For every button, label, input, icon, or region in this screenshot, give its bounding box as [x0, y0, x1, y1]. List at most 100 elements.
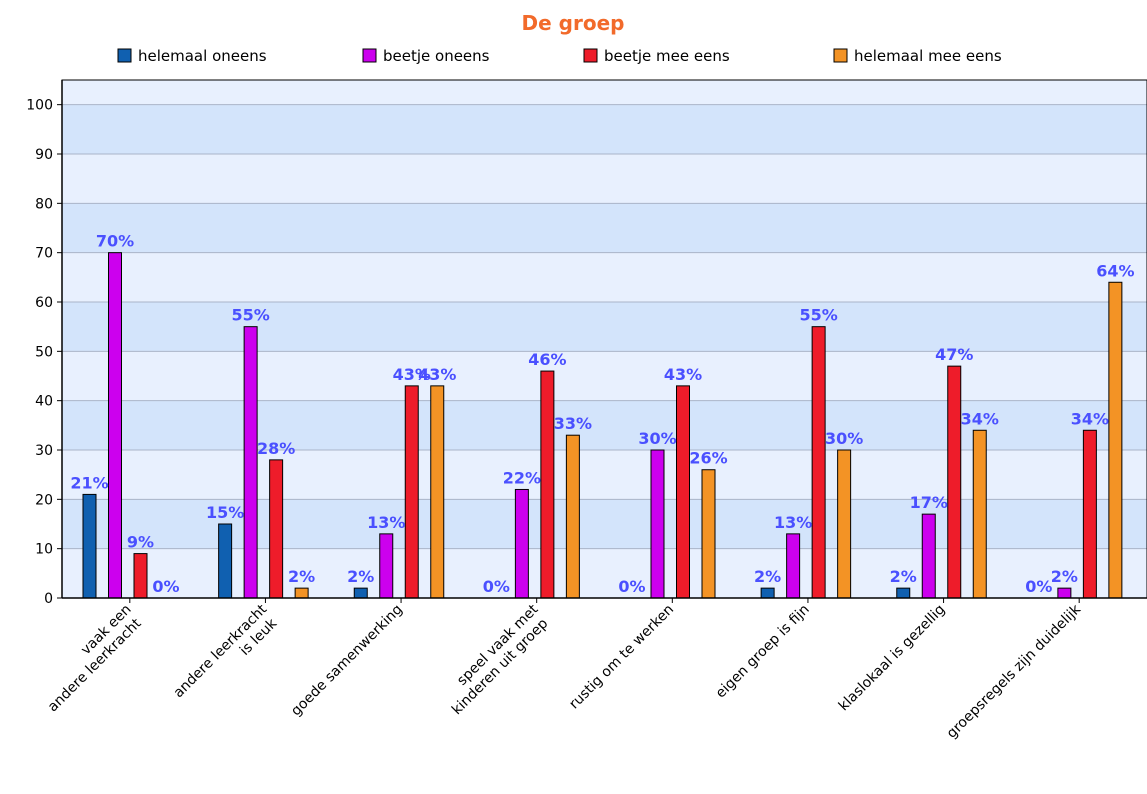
data-label: 34%: [961, 409, 999, 428]
x-tick-label-line: eigen groep is fijn: [713, 602, 813, 702]
x-tick-label-line: rustig om te werken: [566, 602, 677, 713]
legend-label: beetje mee eens: [604, 47, 730, 65]
bar: [972, 429, 987, 599]
x-tick-label-line: klaslokaal is gezellig: [836, 602, 949, 715]
y-tick-label: 30: [35, 443, 53, 459]
data-label: 33%: [554, 414, 592, 433]
chart-title: De groep: [522, 11, 625, 35]
x-tick-label: goede samenwerking: [288, 602, 406, 720]
x-tick-label: groepsregels zijn duidelijk: [944, 601, 1085, 742]
legend-swatch: [117, 48, 132, 63]
bar: [565, 434, 580, 599]
bar: [921, 513, 936, 599]
data-label: 2%: [890, 567, 917, 586]
x-tick-label: rustig om te werken: [566, 602, 677, 713]
bar: [379, 533, 394, 599]
data-label: 21%: [70, 473, 108, 492]
bar: [353, 587, 368, 599]
bar: [1108, 281, 1123, 599]
bar: [133, 553, 148, 599]
data-labels: 21%70%9%0%15%55%28%2% 2%13%43%43%0%22%46%…: [70, 232, 1134, 596]
bars: [82, 252, 1123, 599]
data-label: 13%: [367, 513, 405, 532]
legend-swatch: [583, 48, 598, 63]
bar: [837, 449, 852, 599]
data-label: 30%: [638, 429, 676, 448]
data-label: 13%: [774, 513, 812, 532]
data-label: 17%: [910, 493, 948, 512]
bar: [947, 365, 962, 599]
legend-label: helemaal oneens: [138, 47, 267, 65]
data-label: 2%: [754, 567, 781, 586]
data-label: 0%: [152, 577, 179, 596]
legend-label: helemaal mee eens: [854, 47, 1002, 65]
y-tick-label: 90: [35, 147, 53, 163]
data-label: 43%: [418, 365, 456, 384]
legend-swatch: [833, 48, 848, 63]
y-tick-label: 60: [35, 295, 53, 311]
bar: [108, 252, 122, 599]
data-label: 15%: [206, 503, 244, 522]
bar: [404, 385, 419, 599]
x-tick-label-line: groepsregels zijn duidelijk: [944, 601, 1085, 742]
data-label: 0%: [1025, 577, 1052, 596]
bar: [294, 587, 309, 599]
data-label: 22%: [503, 468, 541, 487]
y-tick-label: 50: [35, 344, 53, 360]
bar: [811, 326, 826, 599]
data-label: 43%: [664, 365, 702, 384]
data-label: 46%: [528, 350, 566, 369]
plot-band: [62, 104, 1147, 154]
data-label: 70%: [96, 232, 134, 251]
y-axis-ticks: 0 10 20 30 40 50 60 70 80 90 100: [26, 98, 62, 607]
bar: [676, 385, 690, 599]
data-label: 0%: [483, 577, 510, 596]
legend-item: helemaal mee eens: [833, 47, 1002, 65]
legend-swatch: [362, 48, 377, 63]
data-label: 55%: [231, 306, 269, 325]
data-label: 30%: [825, 429, 863, 448]
bar: [269, 459, 284, 599]
bar: [1057, 587, 1072, 599]
axes: [61, 79, 1147, 599]
plot-band: [62, 203, 1147, 253]
plot-band: [62, 302, 1147, 352]
data-label: 2%: [288, 567, 315, 586]
x-tick-label: eigen groep is fijn: [713, 602, 813, 702]
data-label: 64%: [1096, 261, 1134, 280]
data-label: 34%: [1071, 409, 1109, 428]
data-label: 0%: [618, 577, 645, 596]
bar: [896, 587, 911, 599]
bar: [540, 370, 555, 599]
legend-item: beetje mee eens: [583, 47, 730, 65]
y-tick-label: 40: [35, 394, 53, 410]
bar: [430, 385, 445, 599]
gridlines: [62, 104, 1147, 550]
y-tick-label: 10: [35, 542, 53, 558]
data-label: 47%: [935, 345, 973, 364]
data-label: 26%: [689, 449, 727, 468]
y-tick-label: 20: [35, 492, 53, 508]
bar: [1082, 429, 1097, 599]
bar: [760, 587, 775, 599]
data-label: 28%: [257, 439, 295, 458]
data-label: 43%: [393, 365, 431, 384]
bar: [514, 488, 529, 599]
plot-band: [62, 499, 1147, 549]
legend-item: beetje oneens: [362, 47, 490, 65]
legend-label: beetje oneens: [383, 47, 490, 65]
plot-background: [62, 80, 1147, 598]
y-tick-label: 80: [35, 196, 53, 212]
y-tick-label: 0: [44, 591, 53, 607]
y-tick-label: 70: [35, 246, 53, 262]
x-tick-label-line: goede samenwerking: [288, 602, 406, 720]
x-tick-label: klaslokaal is gezellig: [836, 602, 949, 715]
legend-item: helemaal oneens: [117, 47, 267, 65]
bar: [243, 326, 258, 599]
y-tick-label: 100: [26, 98, 53, 114]
bar: [701, 469, 716, 599]
